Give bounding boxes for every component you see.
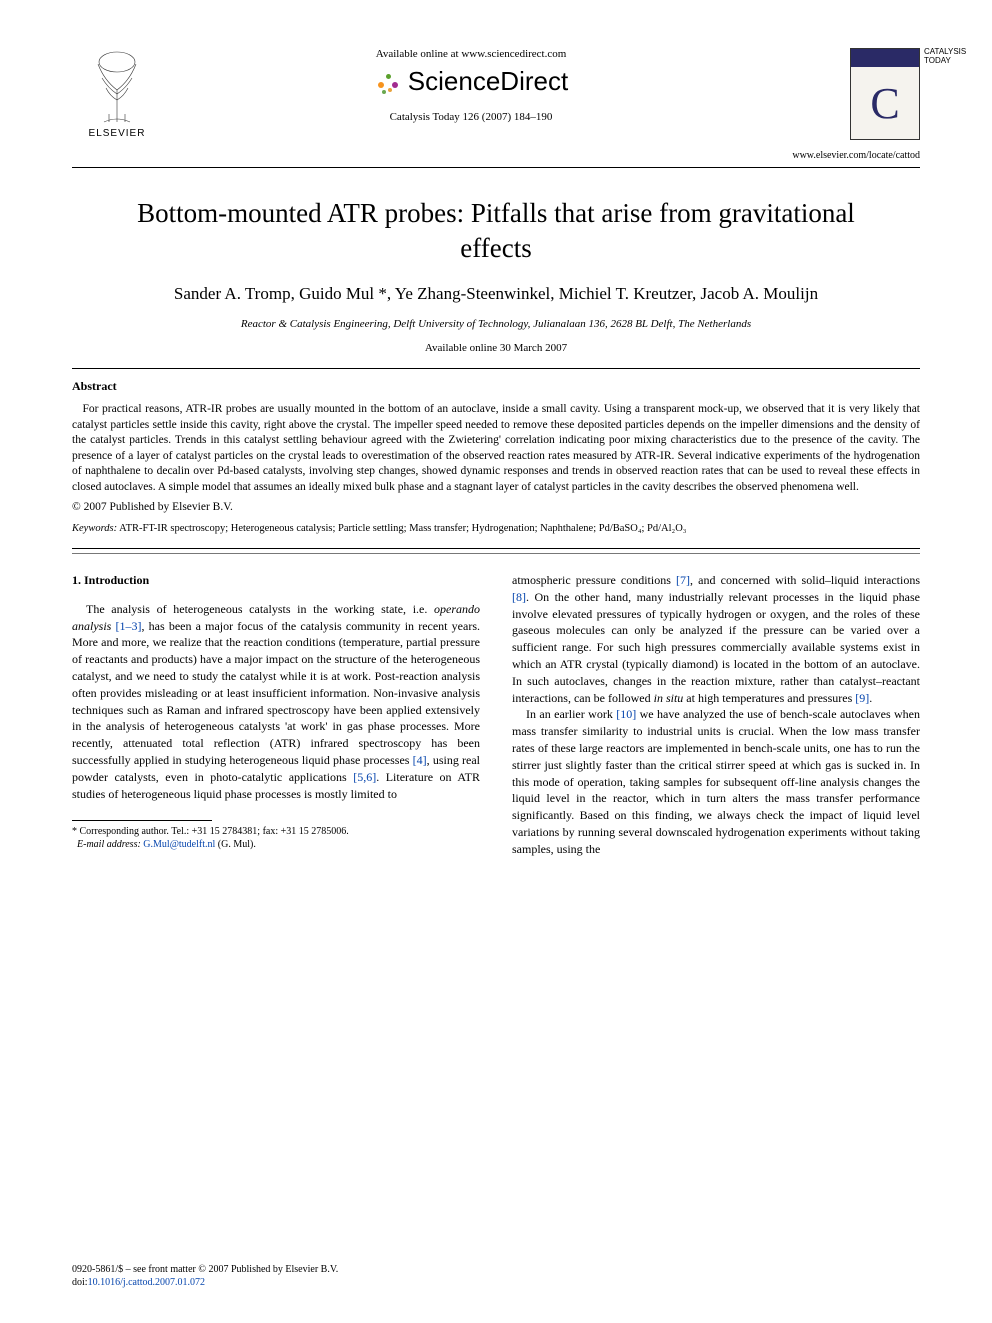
center-header: Available online at www.sciencedirect.co… xyxy=(162,48,780,123)
rule-below-keywords-2 xyxy=(72,553,920,554)
doi-link[interactable]: 10.1016/j.cattod.2007.01.072 xyxy=(88,1277,206,1288)
header: ELSEVIER Available online at www.science… xyxy=(72,48,920,161)
elsevier-label: ELSEVIER xyxy=(89,128,146,139)
available-date: Available online 30 March 2007 xyxy=(72,342,920,354)
journal-reference: Catalysis Today 126 (2007) 184–190 xyxy=(182,111,760,123)
ref-1-3[interactable]: [1–3] xyxy=(111,619,141,633)
section-1-heading: 1. Introduction xyxy=(72,572,480,589)
sd-swirl-icon xyxy=(374,68,402,96)
journal-cover-icon: C xyxy=(850,48,920,140)
ref-5-6[interactable]: [5,6] xyxy=(353,770,376,784)
abstract-heading: Abstract xyxy=(72,379,920,394)
footnote-email: E-mail address: G.Mul@tudelft.nl (G. Mul… xyxy=(72,838,480,851)
journal-cover-block: C CATALYSIS TODAY www.elsevier.com/locat… xyxy=(780,48,920,161)
available-online-text: Available online at www.sciencedirect.co… xyxy=(182,48,760,60)
email-link[interactable]: G.Mul@tudelft.nl xyxy=(143,839,215,850)
right-col-para-2: In an earlier work [10] we have analyzed… xyxy=(512,706,920,857)
sciencedirect-name: ScienceDirect xyxy=(408,66,568,97)
ref-10[interactable]: [10] xyxy=(616,707,636,721)
left-col-para-1: The analysis of heterogeneous catalysts … xyxy=(72,601,480,803)
footer: 0920-5861/$ – see front matter © 2007 Pu… xyxy=(72,1263,338,1289)
abstract-body: For practical reasons, ATR-IR probes are… xyxy=(72,402,920,495)
footer-doi: doi:10.1016/j.cattod.2007.01.072 xyxy=(72,1276,338,1289)
article-title: Bottom-mounted ATR probes: Pitfalls that… xyxy=(112,196,880,266)
journal-cover-label: CATALYSIS TODAY xyxy=(924,48,984,66)
footnote-separator xyxy=(72,820,212,821)
ref-4[interactable]: [4] xyxy=(413,753,427,767)
keywords-label: Keywords: xyxy=(72,523,117,534)
rule-below-keywords-1 xyxy=(72,548,920,549)
journal-url[interactable]: www.elsevier.com/locate/cattod xyxy=(792,150,920,161)
copyright: © 2007 Published by Elsevier B.V. xyxy=(72,501,920,513)
body-columns: 1. Introduction The analysis of heteroge… xyxy=(72,572,920,858)
ref-7[interactable]: [7] xyxy=(676,573,690,587)
sciencedirect-logo: ScienceDirect xyxy=(182,66,760,97)
rule-above-abstract xyxy=(72,368,920,369)
elsevier-logo-block: ELSEVIER xyxy=(72,48,162,139)
left-column: 1. Introduction The analysis of heteroge… xyxy=(72,572,480,858)
right-column: atmospheric pressure conditions [7], and… xyxy=(512,572,920,858)
authors: Sander A. Tromp, Guido Mul *, Ye Zhang-S… xyxy=(72,282,920,306)
keywords-values: ATR-FT-IR spectroscopy; Heterogeneous ca… xyxy=(119,523,686,534)
elsevier-tree-icon xyxy=(82,48,152,128)
affiliation: Reactor & Catalysis Engineering, Delft U… xyxy=(72,318,920,330)
right-col-para-1: atmospheric pressure conditions [7], and… xyxy=(512,572,920,706)
footnote-corresponding: * Corresponding author. Tel.: +31 15 278… xyxy=(72,825,480,838)
keywords-line: Keywords: ATR-FT-IR spectroscopy; Hetero… xyxy=(72,523,920,534)
footer-issn: 0920-5861/$ – see front matter © 2007 Pu… xyxy=(72,1263,338,1276)
ref-9[interactable]: [9] xyxy=(855,691,869,705)
ref-8[interactable]: [8] xyxy=(512,590,526,604)
rule-top xyxy=(72,167,920,168)
